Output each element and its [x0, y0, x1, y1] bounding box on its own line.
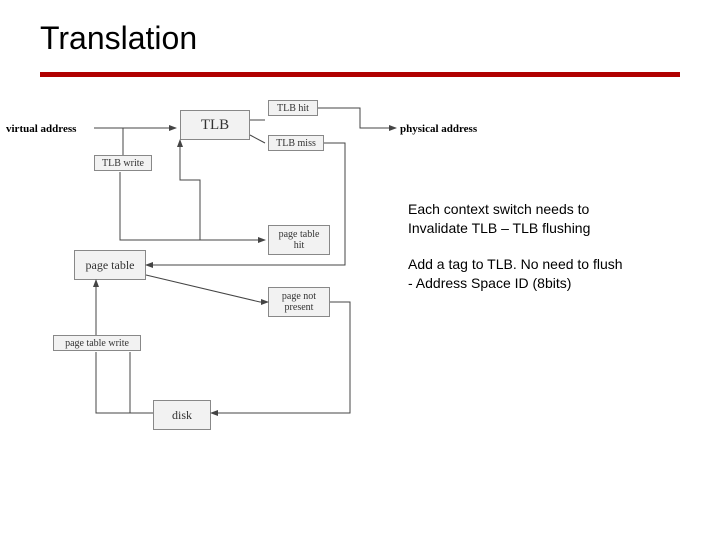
node-page-table-write: page table write — [53, 335, 141, 351]
page-title: Translation — [40, 20, 197, 57]
annotation-context-switch: Each context switch needs to Invalidate … — [408, 200, 590, 238]
annotation-asid: Add a tag to TLB. No need to flush - Add… — [408, 255, 623, 293]
node-tlb: TLB — [180, 110, 250, 140]
node-tlb-miss: TLB miss — [268, 135, 324, 151]
node-page-table: page table — [74, 250, 146, 280]
title-underline — [40, 72, 680, 77]
label-virtual-address: virtual address — [6, 123, 76, 135]
node-page-table-hit: page table hit — [268, 225, 330, 255]
node-tlb-write: TLB write — [94, 155, 152, 171]
node-tlb-hit: TLB hit — [268, 100, 318, 116]
node-page-not-present: page not present — [268, 287, 330, 317]
label-physical-address: physical address — [400, 123, 477, 135]
node-disk: disk — [153, 400, 211, 430]
